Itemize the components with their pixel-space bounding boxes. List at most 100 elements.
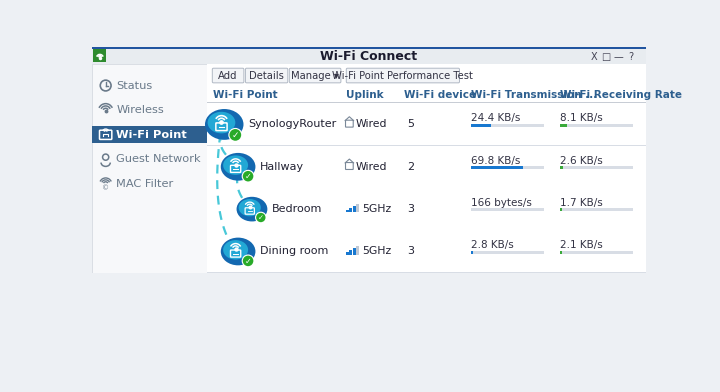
Bar (207, 273, 647, 349)
Text: —: — (613, 52, 624, 62)
Bar (471, 123, 544, 127)
Text: 2: 2 (407, 162, 414, 172)
Text: Status: Status (117, 80, 153, 91)
Text: Uplink: Uplink (346, 90, 384, 100)
Bar (356, 204, 359, 212)
Bar (207, 272, 647, 273)
Text: Bedroom: Bedroom (271, 204, 322, 214)
Bar (207, 188, 647, 230)
Bar (92, 126, 207, 143)
Text: Wired: Wired (356, 162, 387, 172)
Bar (207, 64, 647, 349)
Circle shape (256, 213, 266, 222)
Bar (560, 123, 567, 127)
Bar (92, 64, 207, 349)
Text: Wi-Fi Transmission ...: Wi-Fi Transmission ... (471, 90, 597, 100)
Text: 5GHz: 5GHz (362, 247, 392, 256)
Text: 2.1 KB/s: 2.1 KB/s (560, 240, 603, 250)
Text: X: X (590, 52, 597, 62)
Bar (346, 210, 348, 212)
Bar (346, 252, 348, 254)
Bar (207, 187, 647, 188)
Text: 1.7 KB/s: 1.7 KB/s (560, 198, 603, 208)
Bar (471, 166, 523, 169)
Ellipse shape (238, 199, 261, 216)
Text: 8.1 KB/s: 8.1 KB/s (560, 113, 603, 123)
Ellipse shape (223, 240, 248, 260)
Text: Wi-Fi Point: Wi-Fi Point (117, 130, 187, 140)
Bar (349, 208, 352, 212)
Text: 3: 3 (407, 204, 414, 214)
Text: ✓: ✓ (245, 257, 251, 266)
Text: Manage ▾: Manage ▾ (291, 71, 339, 80)
Text: ✓: ✓ (245, 172, 251, 181)
Circle shape (230, 129, 241, 141)
Text: 5: 5 (407, 120, 414, 129)
Bar (207, 103, 647, 145)
Text: SynologyRouter: SynologyRouter (248, 120, 336, 129)
Bar (471, 166, 544, 169)
Text: 3: 3 (407, 247, 414, 256)
Text: Wired: Wired (356, 120, 387, 129)
Text: ✓: ✓ (258, 215, 264, 221)
Bar (471, 123, 491, 127)
Bar (353, 249, 356, 254)
Text: Wi-Fi device: Wi-Fi device (404, 90, 476, 100)
Bar (92, 49, 647, 64)
Text: Guest Network: Guest Network (117, 154, 201, 165)
FancyBboxPatch shape (346, 68, 459, 83)
Text: ✓: ✓ (232, 131, 239, 140)
Ellipse shape (205, 109, 243, 140)
Bar (207, 85, 647, 86)
Ellipse shape (223, 155, 248, 175)
Bar (207, 272, 647, 273)
Bar (471, 251, 473, 254)
Bar (356, 247, 359, 254)
Bar (207, 102, 647, 103)
Circle shape (242, 254, 254, 267)
Bar (471, 209, 544, 211)
Bar (92, 273, 207, 349)
Bar (471, 251, 544, 254)
Text: Hallway: Hallway (260, 162, 304, 172)
Bar (560, 123, 633, 127)
Bar (349, 250, 352, 254)
Circle shape (228, 128, 243, 142)
Bar (92, 47, 647, 49)
Text: 2.6 KB/s: 2.6 KB/s (560, 156, 603, 165)
Text: Wireless: Wireless (117, 105, 164, 115)
Text: 24.4 KB/s: 24.4 KB/s (471, 113, 520, 123)
Bar (207, 145, 647, 188)
Circle shape (242, 170, 254, 183)
Ellipse shape (221, 153, 256, 181)
Text: □: □ (601, 52, 611, 62)
Text: 69.8 KB/s: 69.8 KB/s (471, 156, 520, 165)
Bar (207, 230, 647, 273)
FancyBboxPatch shape (212, 68, 244, 83)
Text: Details: Details (249, 71, 284, 80)
Text: 2.8 KB/s: 2.8 KB/s (471, 240, 513, 250)
Bar (560, 209, 562, 211)
Bar (560, 251, 562, 254)
Bar (353, 206, 356, 212)
Bar (94, 49, 107, 62)
Ellipse shape (207, 112, 235, 133)
Text: 5GHz: 5GHz (362, 204, 392, 214)
Text: Wi-Fi Connect: Wi-Fi Connect (320, 50, 418, 63)
Text: Add: Add (218, 71, 238, 80)
Text: Wi-Fi Point: Wi-Fi Point (213, 90, 278, 100)
Text: MAC Filter: MAC Filter (117, 179, 174, 189)
Text: ?: ? (629, 52, 634, 62)
Bar (560, 251, 633, 254)
Text: Dining room: Dining room (260, 247, 328, 256)
Circle shape (255, 212, 266, 223)
Bar (207, 145, 647, 146)
Text: ©: © (102, 185, 109, 191)
Ellipse shape (221, 238, 256, 265)
Circle shape (243, 256, 253, 266)
Text: Wi-Fi Point Performance Test: Wi-Fi Point Performance Test (333, 71, 473, 80)
Bar (560, 166, 633, 169)
Text: Wi-Fi Receiving Rate: Wi-Fi Receiving Rate (560, 90, 682, 100)
Circle shape (243, 171, 253, 181)
FancyBboxPatch shape (246, 68, 288, 83)
